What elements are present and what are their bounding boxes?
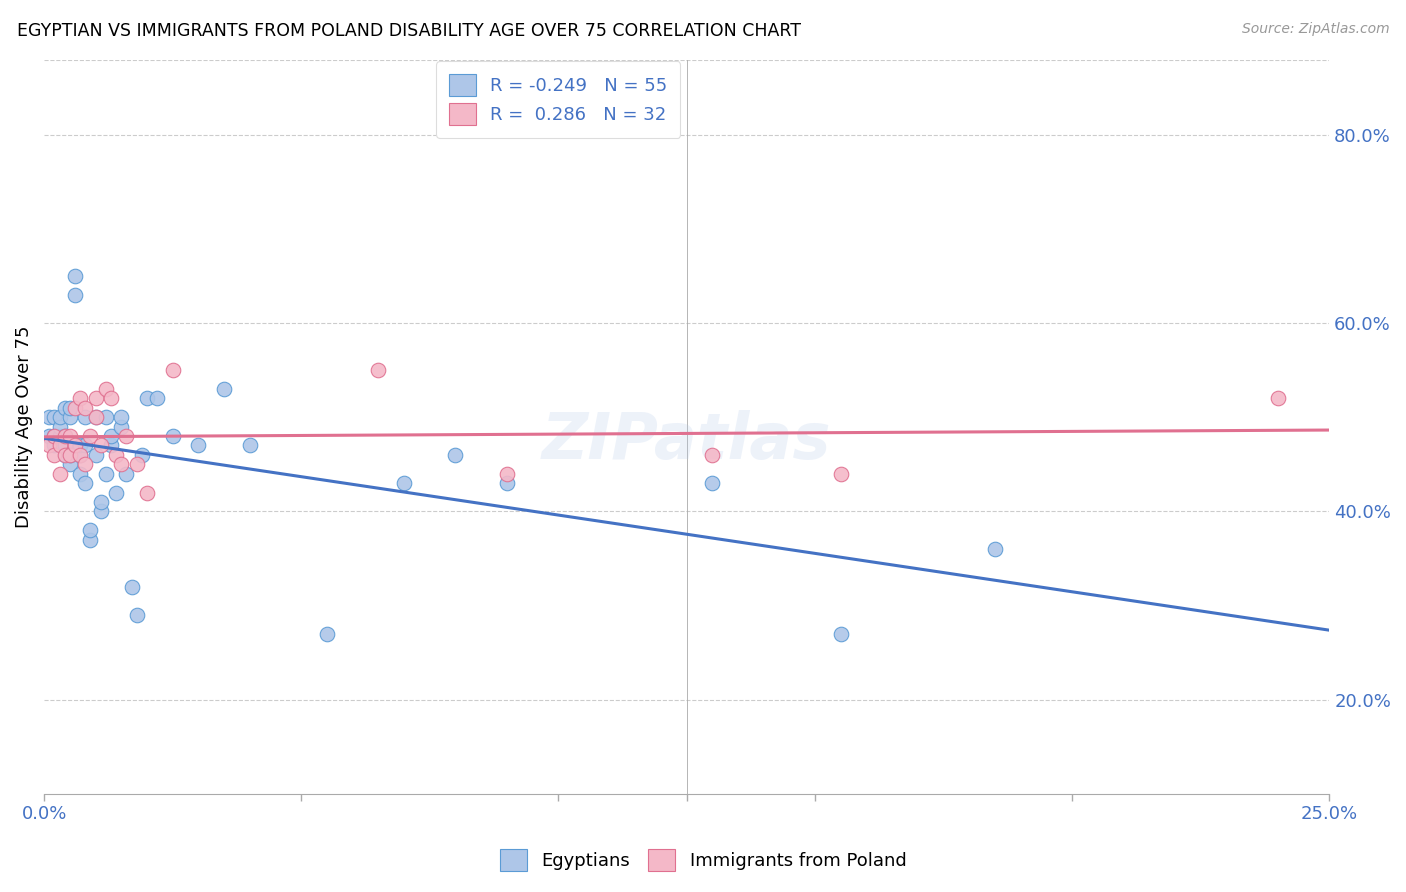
Point [79,533,101,547]
Point [59,429,82,443]
Point [94,410,117,425]
Text: EGYPTIAN VS IMMIGRANTS FROM POLAND DISABILITY AGE OVER 75 CORRELATION CHART: EGYPTIAN VS IMMIGRANTS FROM POLAND DISAB… [17,22,801,40]
Point [53,429,76,443]
Point [84,392,107,406]
Point [94,382,117,396]
Point [75,476,97,491]
Point [69,448,91,462]
Text: ZIPatlas: ZIPatlas [541,410,831,473]
Point [69,448,91,462]
Point [105,485,128,500]
Point [830,626,852,640]
Point [90,438,112,452]
Point [38,429,60,443]
Point [44,448,66,462]
Point [75,438,97,452]
Point [162,429,184,443]
Point [59,401,82,415]
Point [44,429,66,443]
Point [367,363,389,377]
Point [38,410,60,425]
Point [63,268,86,283]
Point [90,495,112,509]
Point [495,476,517,491]
Point [110,457,132,471]
Point [212,382,235,396]
Point [702,476,724,491]
Point [162,363,184,377]
Point [100,429,122,443]
Y-axis label: Disability Age Over 75: Disability Age Over 75 [15,326,32,528]
Point [315,626,337,640]
Point [63,401,86,415]
Point [984,541,1007,556]
Legend: R = -0.249   N = 55, R =  0.286   N = 32: R = -0.249 N = 55, R = 0.286 N = 32 [436,62,681,138]
Point [702,448,724,462]
Point [146,392,169,406]
Point [53,448,76,462]
Point [53,429,76,443]
Point [115,429,138,443]
Point [100,392,122,406]
Point [48,410,70,425]
Point [79,523,101,537]
Point [187,438,209,452]
Point [44,429,66,443]
Point [48,438,70,452]
Point [48,438,70,452]
Point [131,448,153,462]
Point [84,410,107,425]
Point [84,410,107,425]
Point [69,392,91,406]
Point [79,429,101,443]
Point [84,448,107,462]
Point [63,288,86,302]
Point [444,448,467,462]
Point [135,392,157,406]
Point [392,476,415,491]
Point [38,438,60,452]
Point [59,457,82,471]
Point [48,467,70,481]
Point [110,410,132,425]
Point [59,448,82,462]
Point [75,410,97,425]
Point [135,485,157,500]
Point [115,467,138,481]
Point [44,410,66,425]
Point [105,448,128,462]
Point [53,448,76,462]
Point [75,401,97,415]
Point [69,438,91,452]
Point [121,580,143,594]
Point [53,401,76,415]
Point [63,438,86,452]
Text: Source: ZipAtlas.com: Source: ZipAtlas.com [1241,22,1389,37]
Point [125,457,148,471]
Point [44,438,66,452]
Point [53,438,76,452]
Point [1267,392,1289,406]
Legend: Egyptians, Immigrants from Poland: Egyptians, Immigrants from Poland [492,842,914,879]
Point [830,467,852,481]
Point [48,429,70,443]
Point [239,438,262,452]
Point [59,410,82,425]
Point [90,504,112,518]
Point [94,467,117,481]
Point [48,419,70,434]
Point [69,467,91,481]
Point [495,467,517,481]
Point [75,457,97,471]
Point [125,607,148,622]
Point [100,438,122,452]
Point [59,448,82,462]
Point [110,419,132,434]
